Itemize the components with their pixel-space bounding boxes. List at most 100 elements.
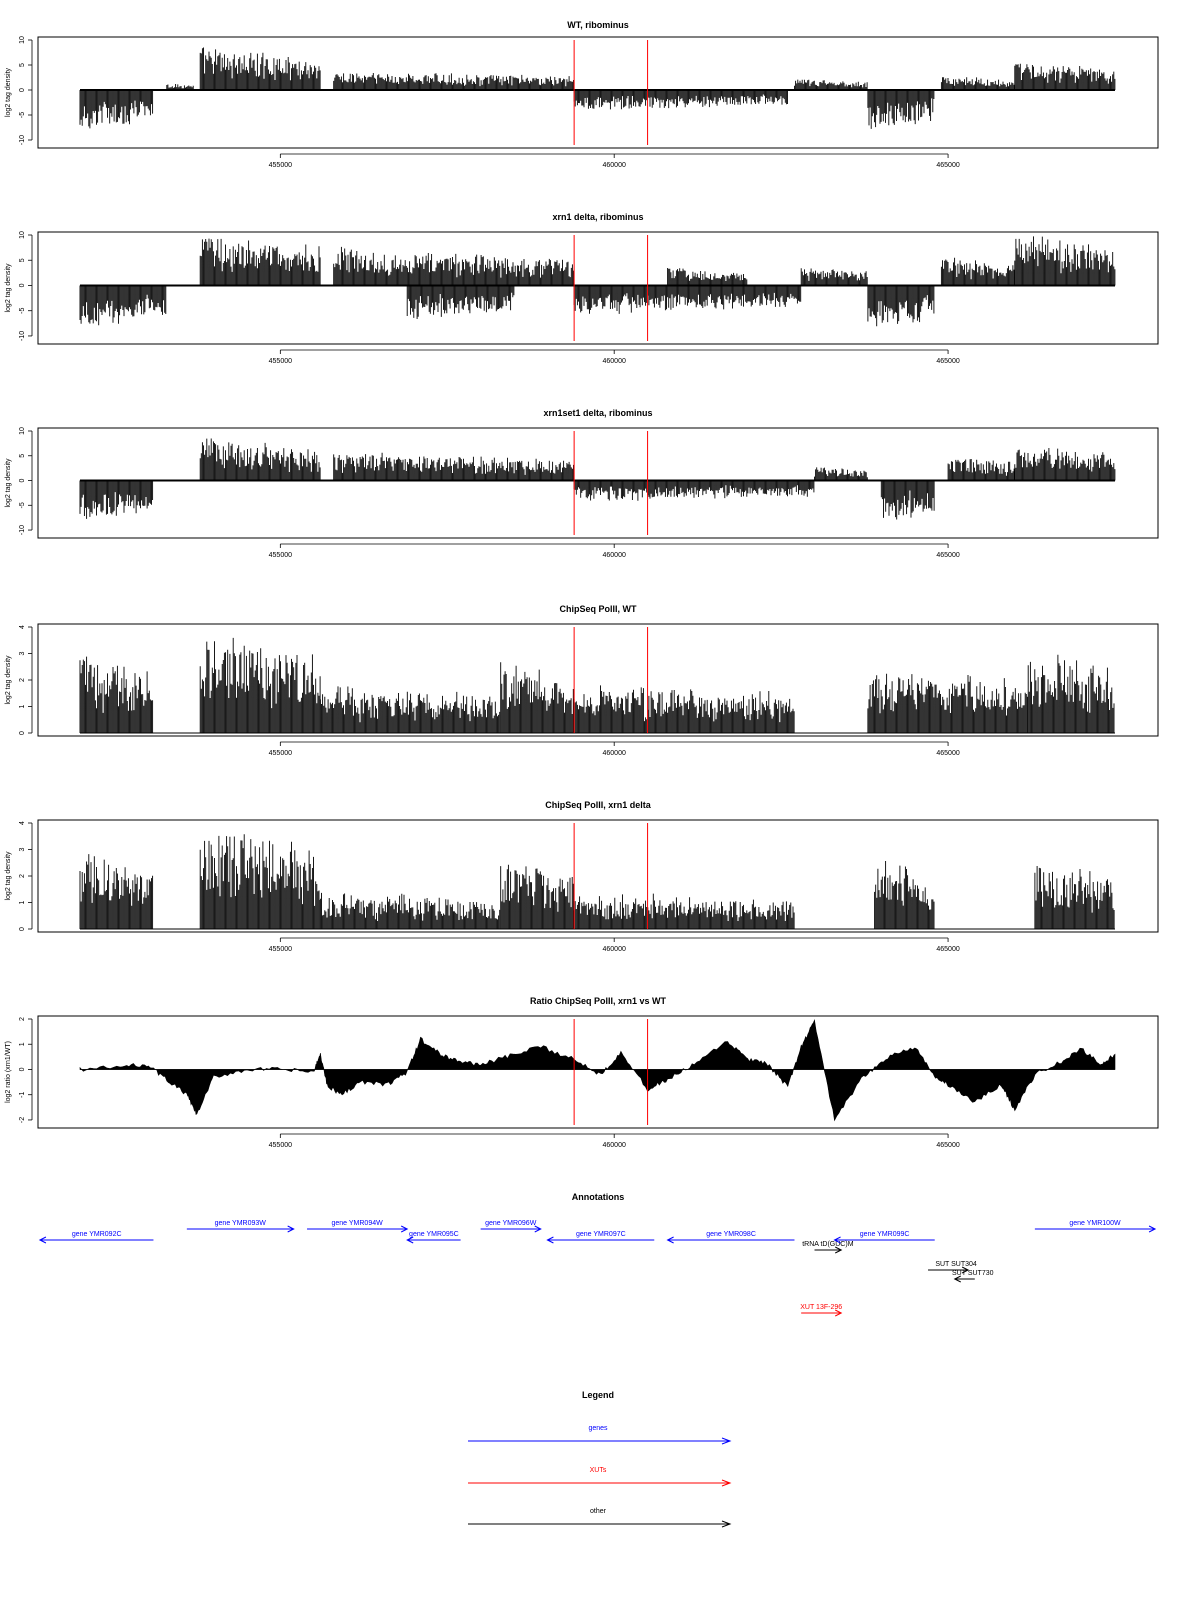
chart-panel-5: ChipSeq PolII, xrn1 delta 0 1 2 3 4 log2 tag d… xyxy=(5,800,1159,953)
data-bar xyxy=(1014,63,1116,90)
y-tick-label: 4 xyxy=(19,625,26,629)
arrowhead-icon xyxy=(953,1275,961,1283)
data-bar-segment xyxy=(667,268,748,286)
arrowhead-icon xyxy=(835,1246,843,1254)
data-bar xyxy=(573,285,802,314)
data-bar-segment xyxy=(319,686,501,733)
data-bar-segment xyxy=(166,84,194,90)
x-tick-label: 465000 xyxy=(936,1142,959,1149)
arrowhead-icon xyxy=(721,1437,732,1445)
annotation-feature: SUT SUT304 xyxy=(928,1261,977,1274)
x-tick-label: 455000 xyxy=(269,750,292,757)
y-tick-label: -5 xyxy=(19,308,26,314)
data-bar xyxy=(79,854,154,929)
data-bar xyxy=(1027,654,1115,733)
y-axis-label: log2 tag density xyxy=(5,67,12,117)
annotation-feature: SUT SUT730 xyxy=(952,1270,994,1283)
legend-label: genes xyxy=(588,1425,608,1432)
data-bar-segment xyxy=(880,480,935,520)
x-tick-label: 460000 xyxy=(603,162,626,169)
data-bar xyxy=(500,662,574,733)
annotation-feature: tRNA tD(GUC)M xyxy=(802,1241,854,1254)
data-bar-segment xyxy=(867,285,935,327)
x-tick-label: 460000 xyxy=(603,358,626,365)
chart-panel-6: Ratio ChipSeq PolII, xrn1 vs WT -2 -1 0 1 2 lo… xyxy=(5,996,1159,1149)
data-bar xyxy=(800,268,868,286)
x-tick-label: 465000 xyxy=(936,946,959,953)
y-tick-label: 1 xyxy=(19,900,26,904)
data-bar xyxy=(333,452,574,481)
arrowhead-icon xyxy=(400,1225,409,1233)
data-bar-segment xyxy=(573,90,788,110)
data-bar-segment xyxy=(333,246,574,286)
data-bar xyxy=(573,480,815,501)
x-tick-label: 460000 xyxy=(603,946,626,953)
data-bar-segment xyxy=(573,480,815,501)
x-tick-label: 460000 xyxy=(603,552,626,559)
arrowhead-icon xyxy=(961,1266,970,1274)
data-bar xyxy=(867,90,935,129)
panel-title: xrn1set1 delta, ribominus xyxy=(543,408,652,418)
arrowhead-icon xyxy=(406,1236,414,1244)
y-tick-label: 3 xyxy=(19,847,26,851)
feature-label: gene YMR093W xyxy=(215,1220,267,1227)
data-bar-segment xyxy=(867,673,1028,733)
y-axis-label: log2 ratio (xrn1/WT) xyxy=(5,1041,12,1103)
y-tick-label: 0 xyxy=(19,283,26,287)
ratio-area xyxy=(79,1018,1116,1122)
annotation-feature: gene YMR100W xyxy=(1034,1220,1157,1233)
x-tick-label: 465000 xyxy=(936,162,959,169)
x-tick-label: 455000 xyxy=(269,358,292,365)
y-tick-label: 2 xyxy=(19,874,26,878)
y-tick-label: 0 xyxy=(19,1067,26,1071)
data-bar xyxy=(867,673,1028,733)
feature-label: tRNA tD(GUC)M xyxy=(802,1241,854,1248)
arrowhead-icon xyxy=(287,1225,295,1233)
y-tick-label: 0 xyxy=(19,88,26,92)
y-tick-label: 2 xyxy=(19,1017,26,1021)
arrowhead-icon xyxy=(721,1479,732,1487)
x-tick-label: 455000 xyxy=(269,162,292,169)
data-bar-segment xyxy=(1027,654,1115,733)
y-axis-label: log2 tag density xyxy=(5,263,12,313)
data-bar-segment xyxy=(573,893,795,929)
data-bar xyxy=(940,77,1015,90)
annotation-feature: gene YMR096W xyxy=(480,1220,542,1233)
y-tick-label: 0 xyxy=(19,731,26,735)
data-series xyxy=(79,1018,1116,1122)
y-axis-label: log2 tag density xyxy=(5,851,12,901)
legend-title: Legend xyxy=(582,1390,614,1400)
feature-label: gene YMR095C xyxy=(409,1231,459,1238)
arrowhead-icon xyxy=(38,1236,47,1244)
data-bar-segment xyxy=(79,656,154,733)
data-bar-segment xyxy=(1034,866,1115,929)
data-bar-segment xyxy=(79,90,154,129)
chart-panel-2: xrn1 delta, ribominus -10 -5 0 5 10 log2 tag d… xyxy=(5,212,1159,365)
feature-label: SUT SUT730 xyxy=(952,1270,994,1277)
y-axis-label: log2 tag density xyxy=(5,458,12,508)
feature-label: gene YMR096W xyxy=(485,1220,537,1227)
data-bar xyxy=(319,892,501,929)
data-bar-segment xyxy=(406,285,515,319)
data-bar-segment xyxy=(940,257,1015,286)
data-bar xyxy=(199,47,321,90)
arrowhead-icon xyxy=(721,1520,732,1528)
y-tick-label: 1 xyxy=(19,704,26,708)
plot-frame xyxy=(37,231,1159,345)
data-series xyxy=(79,637,1115,734)
feature-label: gene YMR100W xyxy=(1069,1220,1121,1227)
data-bar xyxy=(199,438,321,481)
arrowhead-icon xyxy=(534,1225,542,1233)
x-tick-label: 455000 xyxy=(269,552,292,559)
y-tick-label: 0 xyxy=(19,927,26,931)
y-axis-label: log2 tag density xyxy=(5,655,12,705)
data-bar-segment xyxy=(319,892,501,929)
y-tick-label: -10 xyxy=(19,331,26,341)
data-bar xyxy=(794,79,868,90)
plot-frame xyxy=(37,36,1159,149)
y-tick-label: 10 xyxy=(19,427,26,435)
panel-title: ChipSeq PolII, xrn1 delta xyxy=(545,800,652,810)
data-bar-segment xyxy=(947,459,1015,481)
data-bar xyxy=(867,285,935,327)
